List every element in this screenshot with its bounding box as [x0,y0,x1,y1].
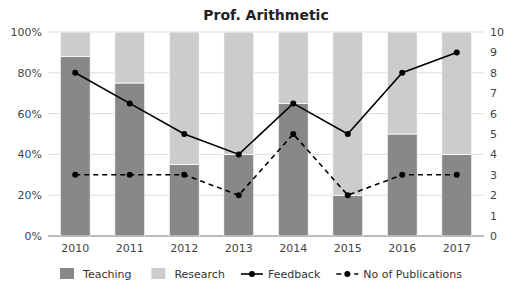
bar [278,32,308,103]
bar [224,154,254,236]
legend-item: Feedback [241,268,321,281]
point [290,100,296,106]
legend: Teaching Research Feedback No of Publicatio… [60,268,462,281]
legend-label: Research [174,268,224,281]
grid-line [48,195,484,196]
point [399,70,405,76]
legend-label: No of Publications [363,268,462,281]
bar [60,32,90,56]
y2-tick-label: 9 [490,46,497,59]
bar [333,32,363,195]
legend-item: Research [151,268,224,281]
title: Prof. Arithmetic [203,7,328,23]
legend-marker [344,271,350,277]
y-tick-label: 60% [18,108,42,121]
chart: Prof. Arithmetic 0% 20% 40% 60% 80% 100% 0 1 2 3 4 5… [0,0,518,292]
x-axis-line [48,236,484,237]
bar [278,103,308,236]
bar [169,32,199,165]
x-tick-label: 2011 [116,242,144,255]
legend-item: No of Publications [336,268,462,281]
point [454,49,460,55]
bar [387,134,417,236]
y-tick-label: 100% [11,26,42,39]
y2-tick-label: 2 [490,189,497,202]
point [72,172,78,178]
line [75,52,457,154]
y2-tick-label: 6 [490,108,497,121]
marks [60,32,471,236]
x-tick-label: 2013 [225,242,253,255]
point [127,172,133,178]
legend-label: Feedback [268,268,321,281]
x-tick-label: 2015 [334,242,362,255]
point [454,172,460,178]
point [236,192,242,198]
x-tick-label: 2012 [170,242,198,255]
y-tick-label: 40% [18,148,42,161]
y2-tick-label: 3 [490,169,497,182]
y2-tick-label: 1 [490,210,497,223]
axes: 0% 20% 40% 60% 80% 100% 0 1 2 3 4 5 6 7 8 9 10 2010 2011 20… [11,26,504,255]
x-tick-label: 2014 [279,242,307,255]
grid-line [48,113,484,114]
point [127,100,133,106]
point [181,131,187,137]
point [290,131,296,137]
grid-line [48,154,484,155]
y2-tick-label: 10 [490,26,504,39]
y2-tick-label: 7 [490,87,497,100]
point [399,172,405,178]
point [72,70,78,76]
legend-swatch [60,268,74,279]
legend-marker [249,271,255,277]
grid [48,32,484,236]
grid-line [48,72,484,73]
legend-label: Teaching [82,268,131,281]
bar [115,83,145,236]
x-tick-label: 2010 [61,242,89,255]
point [345,192,351,198]
legend-item: Teaching [60,268,131,281]
y-tick-label: 20% [18,189,42,202]
bar [442,154,472,236]
point [181,172,187,178]
bar [115,32,145,83]
grid-line [48,32,484,33]
y-tick-label: 0% [25,230,42,243]
y2-tick-label: 8 [490,67,497,80]
point [345,131,351,137]
bar [333,195,363,236]
grid-line [48,236,484,237]
x-tick-label: 2016 [388,242,416,255]
y2-tick-label: 0 [490,230,497,243]
bar [387,32,417,134]
y2-tick-label: 4 [490,148,497,161]
y2-tick-label: 5 [490,128,497,141]
point [236,151,242,157]
legend-swatch [151,268,165,279]
bar [60,56,90,236]
y-tick-label: 80% [18,67,42,80]
bar [169,165,199,236]
bar [442,32,472,154]
line [75,134,457,195]
bar [224,32,254,154]
x-tick-label: 2017 [443,242,471,255]
